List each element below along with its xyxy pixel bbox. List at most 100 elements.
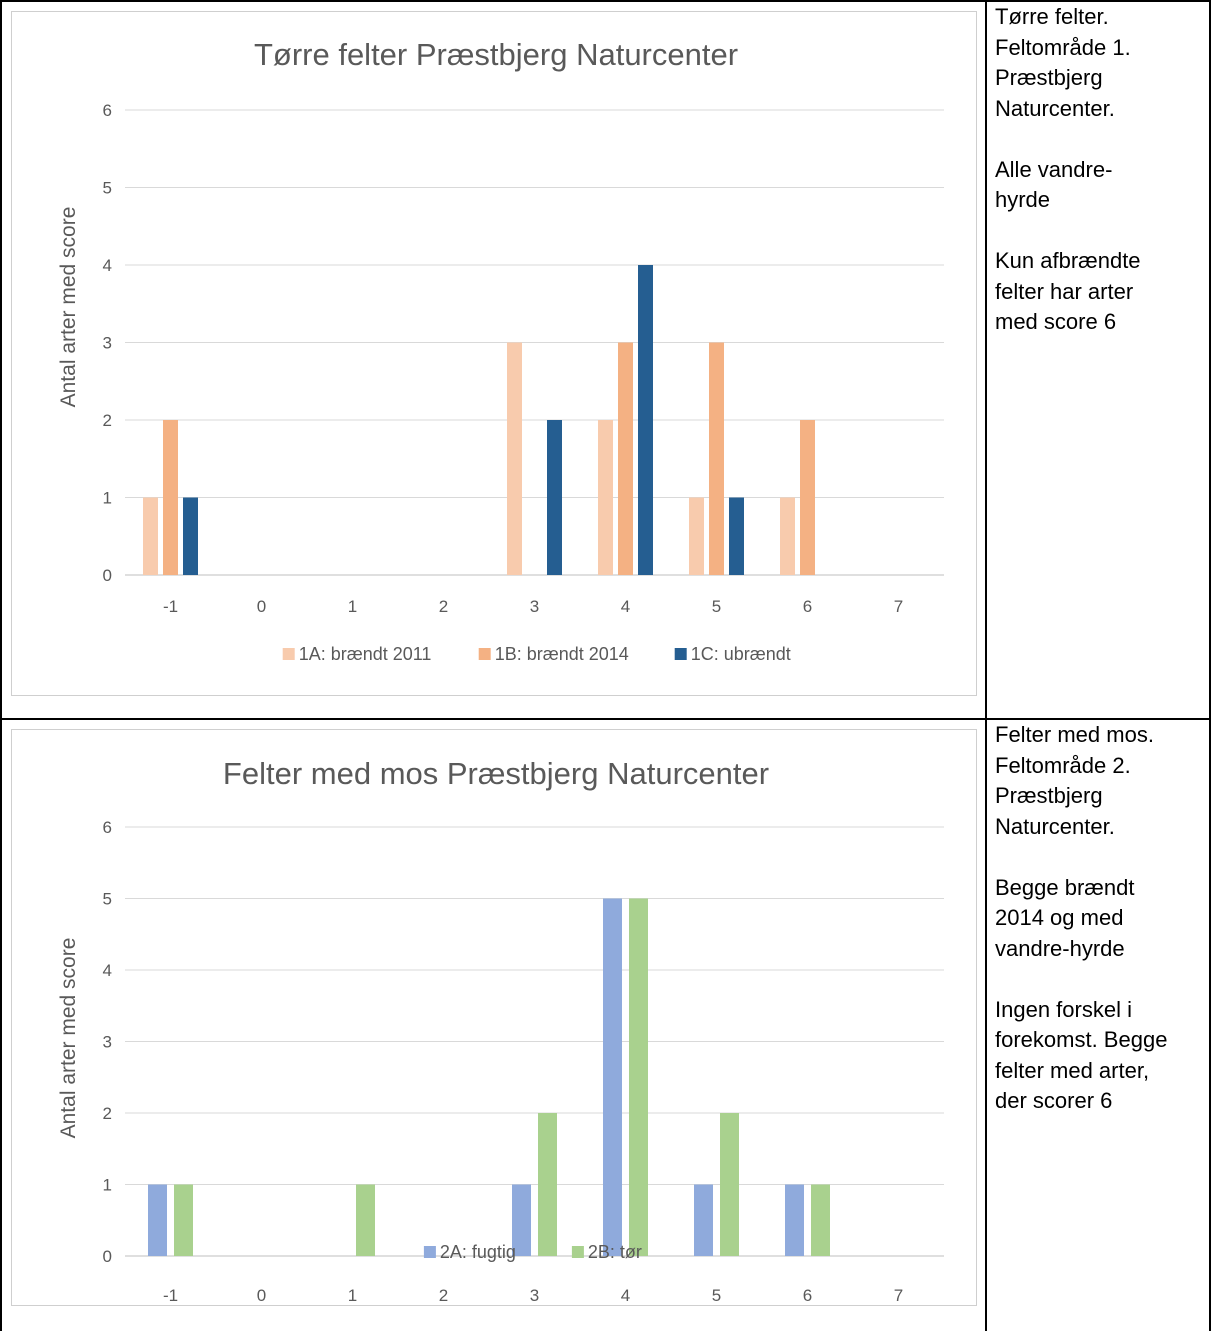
table-column-divider (985, 0, 987, 1331)
y-tick-label: 1 (103, 489, 112, 508)
note-line: 2014 og med (995, 905, 1124, 930)
chart-dry-fields-svg: Tørre felter Præstbjerg Naturcenter Anta… (57, 37, 944, 664)
legend-swatch (571, 1246, 584, 1258)
x-tick-label: 6 (803, 1286, 812, 1305)
y-tick-label: 5 (103, 890, 112, 909)
note-paragraph: Alle vandre-hyrde (995, 155, 1207, 216)
y-tick-label: 2 (103, 1104, 112, 1123)
bar (618, 342, 633, 575)
note-line: Begge brændt (995, 874, 1135, 900)
x-tick-label: 0 (257, 597, 266, 616)
bar (689, 497, 704, 575)
table-row-divider (0, 718, 1211, 720)
note-paragraph: Ingen forskel i forekomst. Begge felter me… (995, 995, 1207, 1117)
note-line: Naturcenter. (995, 813, 1115, 839)
legend-swatch (674, 648, 687, 660)
y-axis-label: Antal arter med score (57, 207, 80, 408)
legend-swatch (423, 1246, 436, 1258)
bar (800, 420, 815, 575)
note-line: Alle vandre- (995, 156, 1113, 182)
note-paragraph: Tørre felter. Feltområde 1. Præstbjerg Natu… (995, 2, 1207, 124)
bar (356, 1184, 375, 1256)
note-line: forekomst. Begge (995, 1027, 1168, 1052)
bar (709, 342, 724, 575)
chart-moss-fields: Felter med mos Præstbjerg Naturcenter An… (11, 729, 977, 1306)
bar (547, 420, 562, 575)
note-line: Feltområde 1. (995, 34, 1131, 60)
bar (512, 1184, 531, 1256)
bar (694, 1184, 713, 1256)
note-dry-fields: Tørre felter. Feltområde 1. Præstbjerg Natu… (995, 2, 1207, 338)
y-tick-label: 3 (103, 1033, 112, 1052)
note-moss-fields: Felter med mos. Feltområde 2. Præstbjerg Na… (995, 720, 1207, 1117)
y-tick-label: 1 (103, 1176, 112, 1195)
note-line: Præstbjerg (995, 783, 1103, 808)
y-tick-label: 6 (103, 818, 112, 837)
bar (507, 342, 522, 575)
y-tick-label: 4 (103, 256, 112, 275)
bar (598, 420, 613, 575)
x-tick-label: 5 (712, 597, 721, 616)
bar (174, 1184, 193, 1256)
y-tick-label: 0 (103, 566, 112, 585)
bar (143, 497, 158, 575)
note-paragraph: Kun afbrændte felter har arter med score 6 (995, 246, 1207, 338)
legend-label: 1B: brændt 2014 (495, 644, 629, 664)
note-line: felter har arter (995, 278, 1134, 304)
bar (629, 898, 648, 1256)
x-tick-label: 4 (621, 597, 630, 616)
chart-dry-fields: Tørre felter Præstbjerg Naturcenter Anta… (11, 11, 977, 696)
table-border-right (1209, 0, 1211, 1331)
bar (729, 497, 744, 575)
bar (638, 265, 653, 575)
x-tick-label: 7 (894, 597, 903, 616)
x-tick-label: 5 (712, 1286, 721, 1305)
x-tick-label: 3 (530, 1286, 539, 1305)
chart-title: Tørre felter Præstbjerg Naturcenter (254, 37, 738, 72)
legend-swatch (478, 648, 491, 660)
x-tick-label: 1 (348, 1286, 357, 1305)
legend-label: 1A: brændt 2011 (299, 644, 432, 664)
legend-label: 2B: tør (588, 1242, 642, 1262)
table-border-top (0, 0, 1211, 2)
bar (720, 1113, 739, 1256)
note-paragraph: Felter med mos. Feltområde 2. Præstbjerg Na… (995, 720, 1207, 842)
y-tick-label: 2 (103, 411, 112, 430)
legend-label: 1C: ubrændt (691, 644, 791, 664)
note-line: vandre-hyrde (995, 935, 1125, 961)
note-line: Kun afbrændte (995, 248, 1141, 273)
x-tick-label: 2 (439, 597, 448, 616)
legend-label: 2A: fugtig (440, 1242, 516, 1262)
note-line: Tørre felter. (995, 4, 1109, 29)
x-tick-label: -1 (163, 597, 178, 616)
bar (811, 1184, 830, 1256)
y-tick-label: 3 (103, 334, 112, 353)
note-line: Præstbjerg (995, 65, 1103, 90)
note-line: hyrde (995, 187, 1051, 212)
x-tick-label: 1 (348, 597, 357, 616)
y-tick-label: 6 (103, 101, 112, 120)
note-line: Felter med mos. (995, 722, 1154, 747)
x-tick-label: 7 (894, 1286, 903, 1305)
y-tick-label: 4 (103, 961, 112, 980)
bar (538, 1113, 557, 1256)
y-tick-label: 0 (103, 1247, 112, 1266)
x-tick-label: 0 (257, 1286, 266, 1305)
bar (183, 497, 198, 575)
x-tick-label: 6 (803, 597, 812, 616)
bar (785, 1184, 804, 1256)
x-tick-label: 4 (621, 1286, 630, 1305)
table-border-left (0, 0, 2, 1331)
legend-swatch (282, 648, 295, 660)
x-tick-label: 3 (530, 597, 539, 616)
note-paragraph: Begge brændt 2014 og med vandre-hyrde (995, 873, 1207, 965)
note-line: med score 6 (995, 309, 1117, 334)
bar (780, 497, 795, 575)
y-axis-label: Antal arter med score (57, 938, 80, 1139)
note-line: der scorer 6 (995, 1088, 1113, 1113)
bar (148, 1184, 167, 1256)
x-tick-label: -1 (163, 1286, 178, 1305)
note-line: felter med arter, (995, 1057, 1150, 1083)
x-tick-label: 2 (439, 1286, 448, 1305)
chart-moss-fields-svg: Felter med mos Præstbjerg Naturcenter An… (57, 756, 944, 1305)
